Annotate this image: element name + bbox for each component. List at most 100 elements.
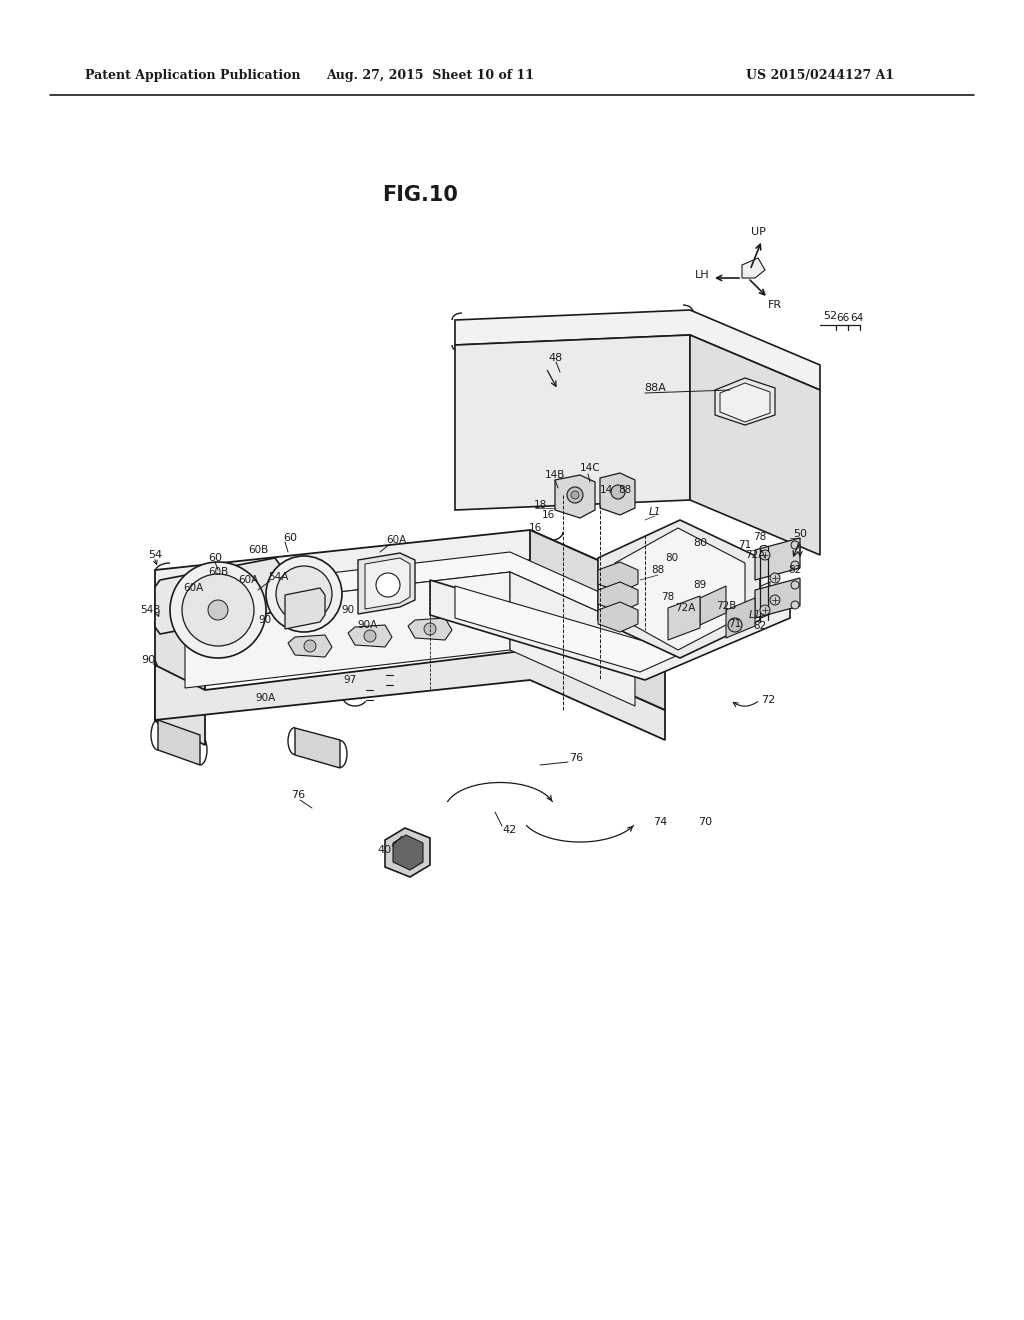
Text: 52: 52 [823,312,837,321]
Text: 54B: 54B [140,605,160,615]
Text: LH: LH [694,271,710,280]
Circle shape [376,573,400,597]
Text: 60: 60 [208,553,222,564]
Polygon shape [155,558,280,634]
Circle shape [266,556,342,632]
Text: 88: 88 [618,484,632,495]
Text: UP: UP [751,227,765,238]
Polygon shape [408,618,452,640]
Text: 71: 71 [738,540,752,550]
Text: 60B: 60B [208,568,228,577]
Text: 66: 66 [837,313,850,323]
Text: 54: 54 [147,550,162,560]
Text: 90A: 90A [357,620,378,630]
Circle shape [611,484,625,499]
Polygon shape [598,562,638,591]
Circle shape [304,640,316,652]
Text: 50: 50 [793,529,807,539]
Text: 80: 80 [666,553,679,564]
Circle shape [770,573,780,583]
Polygon shape [700,586,726,624]
Polygon shape [358,553,415,614]
Polygon shape [385,828,430,876]
Text: 90: 90 [258,615,271,624]
Text: FIG.10: FIG.10 [382,185,458,205]
Text: 60A: 60A [386,535,407,545]
Circle shape [571,491,579,499]
Circle shape [276,566,332,622]
Circle shape [760,550,770,560]
Circle shape [424,623,436,635]
Polygon shape [755,578,800,618]
Text: L1: L1 [749,610,761,620]
Polygon shape [715,378,775,425]
Text: 76: 76 [291,789,305,800]
Text: 90: 90 [341,605,354,615]
Circle shape [364,630,376,642]
Text: 97: 97 [343,675,356,685]
Text: 14: 14 [599,484,612,495]
Polygon shape [155,649,665,741]
Text: 42: 42 [503,825,517,836]
Polygon shape [720,383,770,422]
Circle shape [760,605,770,615]
Polygon shape [598,520,760,657]
Text: 70: 70 [698,817,712,828]
Polygon shape [690,335,820,554]
Circle shape [791,601,799,609]
Polygon shape [393,836,423,870]
Text: 60A: 60A [183,583,203,593]
Text: 78: 78 [754,532,767,543]
Text: 60B: 60B [248,545,268,554]
Polygon shape [185,572,510,688]
Text: 82: 82 [788,565,802,576]
Text: 60A: 60A [238,576,258,585]
Polygon shape [155,531,665,620]
Polygon shape [555,475,595,517]
Text: 14B: 14B [545,470,565,480]
Text: 14C: 14C [580,463,600,473]
Text: 72: 72 [761,696,775,705]
Polygon shape [295,729,340,768]
Text: 48: 48 [549,352,563,363]
Text: 90: 90 [141,655,155,665]
Text: 60: 60 [283,533,297,543]
Text: 40: 40 [377,845,391,855]
Polygon shape [668,597,700,640]
Text: 71: 71 [728,619,741,630]
Circle shape [567,487,583,503]
Polygon shape [726,598,755,638]
Polygon shape [530,531,665,710]
Polygon shape [155,601,205,744]
Polygon shape [288,635,332,657]
Circle shape [728,618,742,632]
Text: 76: 76 [569,752,583,763]
Text: 88: 88 [651,565,665,576]
Polygon shape [285,587,325,630]
Text: 18: 18 [534,500,547,510]
Polygon shape [348,624,392,647]
Circle shape [791,561,799,569]
Circle shape [182,574,254,645]
Text: 80: 80 [693,539,707,548]
Polygon shape [598,602,638,632]
Polygon shape [510,572,635,706]
Circle shape [770,595,780,605]
Text: Aug. 27, 2015  Sheet 10 of 11: Aug. 27, 2015 Sheet 10 of 11 [326,69,534,82]
Text: 64: 64 [850,313,863,323]
Polygon shape [600,473,635,515]
Polygon shape [615,528,745,649]
Text: 74: 74 [653,817,667,828]
Polygon shape [742,257,765,279]
Text: 89: 89 [693,579,707,590]
Polygon shape [185,552,635,628]
Text: 88A: 88A [644,383,666,393]
Text: FR: FR [768,300,782,310]
Circle shape [170,562,266,657]
Text: 72B: 72B [716,601,736,611]
Polygon shape [455,582,770,672]
Polygon shape [598,582,638,612]
Text: 82: 82 [754,620,767,631]
Polygon shape [365,558,410,609]
Text: 72A: 72A [744,550,765,560]
